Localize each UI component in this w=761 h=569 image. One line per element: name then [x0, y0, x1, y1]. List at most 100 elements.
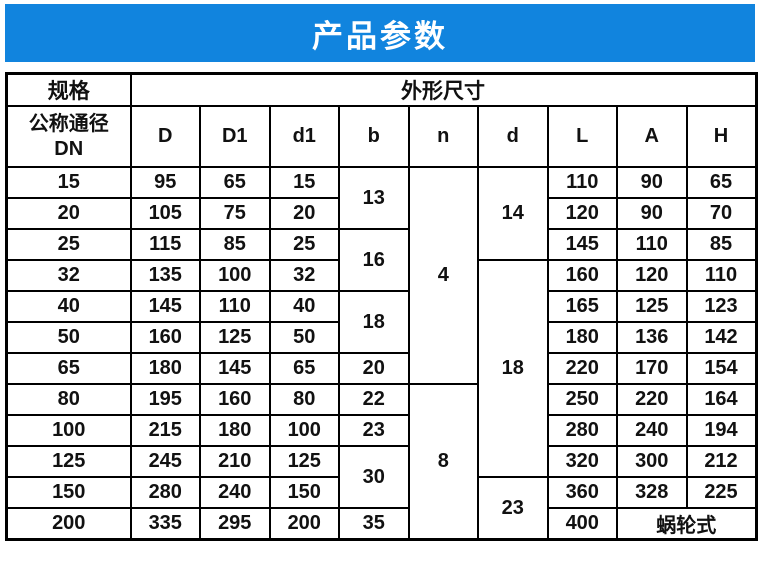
dim-cell: 200 [268, 507, 340, 541]
dn-cell: 32 [5, 259, 132, 292]
dim-cell: 320 [546, 445, 618, 478]
dim-cell: 85 [199, 228, 271, 261]
dim-cell: 245 [129, 445, 201, 478]
spec-table: 规格 外形尺寸 公称通径 DN D D1 d1 b n d L A H 15 95 65 15 13 4 1… [5, 72, 758, 541]
dim-cell: 145 [199, 352, 271, 385]
dim-cell: 142 [685, 321, 758, 354]
dim-cell: 150 [268, 476, 340, 509]
dim-cell: 30 [338, 445, 410, 509]
dim-cell: 4 [407, 166, 479, 385]
dim-cell: 125 [199, 321, 271, 354]
dim-cell: 220 [546, 352, 618, 385]
dim-cell: 165 [546, 290, 618, 323]
dim-cell: 160 [199, 383, 271, 416]
col-header-d1: d1 [268, 105, 340, 168]
table-row-dn-20: 20 105 75 20 120 90 70 [5, 197, 758, 230]
table-row-dn-25: 25 115 85 25 16 145 110 85 [5, 228, 758, 292]
table-row-dn-15: 15 95 65 15 13 4 14 110 90 65 [5, 166, 758, 385]
col-header-D: D [129, 105, 201, 168]
dim-cell: 250 [546, 383, 618, 416]
dim-cell: 300 [616, 445, 688, 478]
dim-cell: 125 [616, 290, 688, 323]
dim-cell: 135 [129, 259, 201, 292]
page-title: 产品参数 [312, 18, 448, 54]
header-dn-line2: DN [54, 137, 84, 160]
dim-cell: 18 [338, 290, 410, 354]
dim-cell: 170 [616, 352, 688, 385]
table-body: 15 95 65 15 13 4 14 110 90 65 20 105 75 20 120 90 70 25 11… [5, 166, 758, 541]
dim-cell: 180 [129, 352, 201, 385]
dim-cell: 14 [477, 166, 549, 261]
dim-cell: 25 [268, 228, 340, 261]
dim-cell: 75 [199, 197, 271, 230]
dim-cell: 180 [546, 321, 618, 354]
dn-cell: 100 [5, 414, 132, 447]
dim-cell: 90 [616, 197, 688, 230]
dim-cell: 145 [546, 228, 618, 261]
dn-cell: 200 [5, 507, 132, 541]
header-dn-line1: 公称通径 [28, 112, 109, 135]
dim-cell: 90 [616, 166, 688, 199]
header-dimensions: 外形尺寸 [129, 72, 758, 107]
dim-cell: 123 [685, 290, 758, 323]
dim-cell: 225 [685, 476, 758, 509]
dim-cell: 65 [685, 166, 758, 199]
dim-cell: 23 [477, 476, 549, 541]
dim-cell: 210 [199, 445, 271, 478]
dim-cell: 154 [685, 352, 758, 385]
dim-cell: 120 [546, 197, 618, 230]
dim-cell: 15 [268, 166, 340, 199]
dn-cell: 80 [5, 383, 132, 416]
dn-cell: 20 [5, 197, 132, 230]
col-header-A: A [616, 105, 688, 168]
dim-cell: 145 [129, 290, 201, 323]
dim-cell: 240 [616, 414, 688, 447]
dim-cell: 13 [338, 166, 410, 230]
dim-cell: 20 [268, 197, 340, 230]
table-row-dn-100: 100 215 180 100 23 280 240 194 [5, 414, 758, 447]
dim-cell: 16 [338, 228, 410, 292]
dim-cell: 215 [129, 414, 201, 447]
dim-cell: 220 [616, 383, 688, 416]
dim-cell: 160 [129, 321, 201, 354]
table-row-dn-125: 125 245 210 125 30 320 300 212 [5, 445, 758, 509]
dim-cell: 180 [199, 414, 271, 447]
col-header-n: n [407, 105, 479, 168]
dim-cell: 120 [616, 259, 688, 292]
header-dn: 公称通径 DN [5, 105, 132, 168]
table-row-dn-50: 50 160 125 50 180 136 142 [5, 321, 758, 354]
dim-cell: 50 [268, 321, 340, 354]
dn-cell: 40 [5, 290, 132, 323]
dim-cell: 136 [616, 321, 688, 354]
dim-cell: 8 [407, 383, 479, 541]
dim-cell: 240 [199, 476, 271, 509]
dim-cell: 35 [338, 507, 410, 541]
dn-cell: 25 [5, 228, 132, 261]
dn-cell: 15 [5, 166, 132, 199]
table-row-dn-40: 40 145 110 40 18 165 125 123 [5, 290, 758, 354]
dim-cell: 164 [685, 383, 758, 416]
dim-cell: 212 [685, 445, 758, 478]
dim-cell: 110 [546, 166, 618, 199]
table-row-dn-65: 65 180 145 65 20 220 170 154 [5, 352, 758, 385]
dim-cell: 335 [129, 507, 201, 541]
dim-cell: 22 [338, 383, 410, 416]
banner: 产品参数 [5, 4, 755, 62]
dim-cell: 100 [268, 414, 340, 447]
dim-cell: 18 [477, 259, 549, 478]
dim-cell: 100 [199, 259, 271, 292]
table-row-dn-200: 200 335 295 200 35 400 蜗轮式 [5, 507, 758, 541]
dim-cell: 23 [338, 414, 410, 447]
dim-cell: 400 [546, 507, 618, 541]
dim-cell: 蜗轮式 [615, 507, 758, 541]
table-group-header-row: 规格 外形尺寸 [5, 72, 758, 107]
col-header-d: d [477, 105, 549, 168]
dn-cell: 65 [5, 352, 132, 385]
dim-cell: 85 [685, 228, 758, 261]
col-header-H: H [685, 105, 758, 168]
dim-cell: 105 [129, 197, 201, 230]
table-row-dn-150: 150 280 240 150 23 360 328 225 [5, 476, 758, 541]
dim-cell: 125 [268, 445, 340, 478]
dim-cell: 65 [199, 166, 271, 199]
